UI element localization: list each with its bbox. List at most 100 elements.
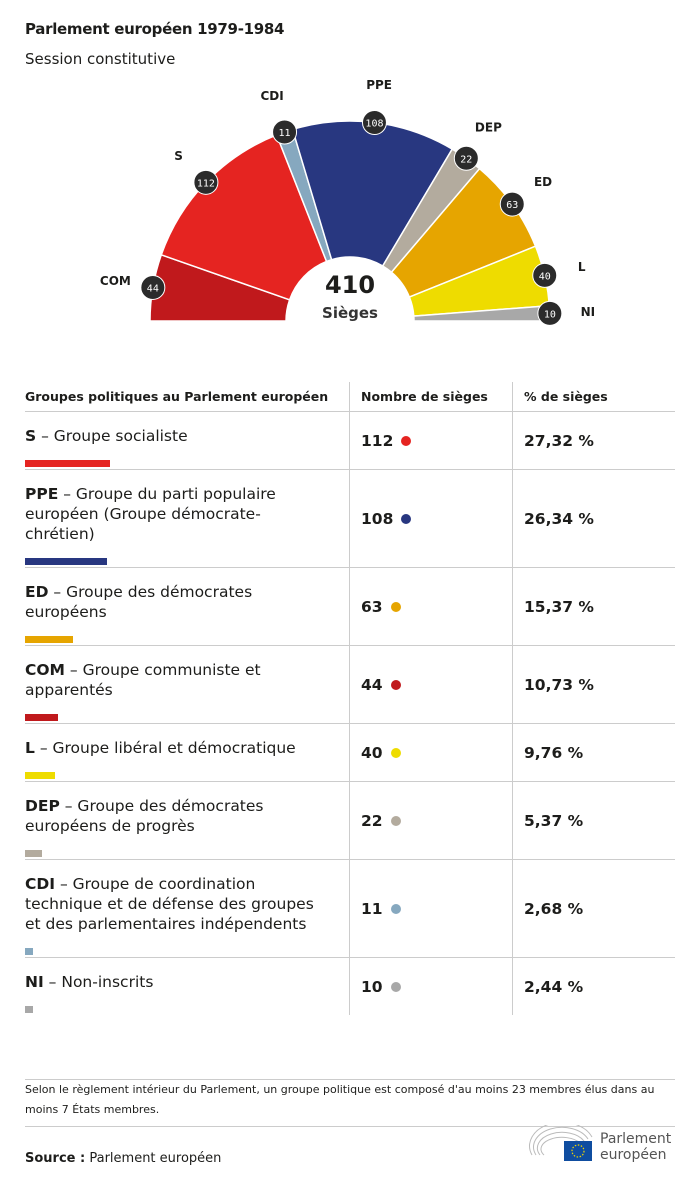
segment-s xyxy=(160,133,328,301)
seat-badge-value: 11 xyxy=(279,128,291,139)
group-abbr: CDI xyxy=(25,875,56,893)
seat-badge-value: 108 xyxy=(365,119,383,130)
seat-badge xyxy=(140,274,166,300)
group-abbr: L xyxy=(25,739,35,757)
logo-line-2: européen xyxy=(600,1147,667,1163)
seats-value: 63 xyxy=(361,597,383,616)
seat-bar xyxy=(25,460,110,467)
color-dot xyxy=(401,514,412,524)
seat-bar xyxy=(25,850,42,857)
hemicycle-logo-icon xyxy=(529,1121,593,1161)
table-row: ED – Groupe des démocrates européens 63 … xyxy=(25,567,675,646)
seats-cell: 63 xyxy=(349,567,513,646)
color-dot xyxy=(390,982,401,992)
group-abbr: PPE xyxy=(25,485,59,503)
seats-cell: 22 xyxy=(349,781,513,860)
seat-badge-value: 63 xyxy=(506,200,518,211)
group-cell: COM – Groupe communiste et apparentés xyxy=(25,645,350,724)
seats-value: 112 xyxy=(361,431,394,450)
group-name: – Non-inscrits xyxy=(43,973,154,991)
seat-bar xyxy=(25,636,73,643)
color-dot xyxy=(390,748,401,758)
footnote: Selon le règlement intérieur du Parlemen… xyxy=(25,1079,675,1127)
color-dot xyxy=(390,602,401,612)
seats-value: 10 xyxy=(361,977,383,996)
seats-value: 22 xyxy=(361,811,383,830)
segment-label: NI xyxy=(581,305,596,319)
color-dot xyxy=(390,680,401,690)
table-row: DEP – Groupe des démocrates européens de… xyxy=(25,781,675,860)
seat-bar xyxy=(25,1006,33,1013)
seat-badge xyxy=(272,119,298,145)
group-cell: ED – Groupe des démocrates européens xyxy=(25,567,350,646)
table-row: PPE – Groupe du parti populaire européen… xyxy=(25,469,675,568)
seat-bar xyxy=(25,558,107,565)
table-row: S – Groupe socialiste 112 27,32 % xyxy=(25,411,675,470)
logo-line-1: Parlement xyxy=(600,1131,672,1147)
table-header: Groupes politiques au Parlement européen… xyxy=(25,382,675,412)
source: Source : Parlement européen xyxy=(25,1151,221,1166)
group-abbr: DEP xyxy=(25,797,60,815)
group-name: – Groupe socialiste xyxy=(36,427,188,445)
color-dot xyxy=(390,816,401,826)
seat-badge xyxy=(361,110,387,136)
percent-cell: 5,37 % xyxy=(512,781,675,860)
seat-badge-value: 22 xyxy=(460,154,472,165)
percent-cell: 15,37 % xyxy=(512,567,675,646)
group-cell: PPE – Groupe du parti populaire européen… xyxy=(25,469,350,568)
group-cell: S – Groupe socialiste xyxy=(25,411,350,470)
groups-table: Groupes politiques au Parlement européen… xyxy=(25,382,675,1015)
source-label: Source : xyxy=(25,1151,86,1166)
group-cell: CDI – Groupe de coordination technique e… xyxy=(25,859,350,958)
segment-label: DEP xyxy=(475,120,502,134)
hemicycle-chart: 44 COM 112 S 11 CDI 108 PPE 22 DEP 63 ED 40 L 10 NI 410… xyxy=(100,80,596,326)
parliament-logo: Parlement européen xyxy=(528,1121,678,1165)
seat-badge-value: 44 xyxy=(147,283,159,294)
seat-badge-value: 40 xyxy=(539,271,551,282)
group-name: – Groupe du parti populaire européen (Gr… xyxy=(25,485,276,543)
group-name: – Groupe des démocrates européens xyxy=(25,583,253,621)
seats-value: 108 xyxy=(361,509,394,528)
segment-ppe xyxy=(291,120,454,268)
table-row: COM – Groupe communiste et apparentés 44… xyxy=(25,645,675,724)
group-cell: NI – Non-inscrits xyxy=(25,958,350,1016)
segment-label: CDI xyxy=(261,89,284,103)
group-abbr: S xyxy=(25,427,37,445)
seats-value: 40 xyxy=(361,743,383,762)
group-cell: L – Groupe libéral et démocratique xyxy=(25,723,350,782)
segment-label: COM xyxy=(100,274,131,288)
header-groups: Groupes politiques au Parlement européen xyxy=(25,382,350,412)
group-abbr: NI xyxy=(25,973,44,991)
seats-value: 11 xyxy=(361,899,383,918)
color-dot xyxy=(401,436,412,446)
group-abbr: COM xyxy=(25,661,65,679)
group-name: – Groupe communiste et apparentés xyxy=(25,661,261,699)
group-abbr: ED xyxy=(25,583,49,601)
seat-badge xyxy=(537,300,563,326)
color-dot xyxy=(390,904,401,914)
seat-bar xyxy=(25,772,55,779)
seat-bar xyxy=(25,948,33,955)
percent-cell: 2,68 % xyxy=(512,859,675,958)
seats-cell: 11 xyxy=(349,859,513,958)
seat-bar xyxy=(25,714,58,721)
seats-cell: 44 xyxy=(349,645,513,724)
group-cell: DEP – Groupe des démocrates européens de… xyxy=(25,781,350,860)
page-title: Parlement européen 1979-1984 xyxy=(25,20,285,38)
segment-label: PPE xyxy=(366,80,392,92)
table-row: CDI – Groupe de coordination technique e… xyxy=(25,859,675,958)
percent-cell: 2,44 % xyxy=(512,957,675,1015)
seat-badge-value: 112 xyxy=(197,178,215,189)
segment-label: L xyxy=(578,260,586,274)
group-name: – Groupe de coordination technique et de… xyxy=(25,875,314,933)
percent-cell: 10,73 % xyxy=(512,645,675,724)
seats-cell: 108 xyxy=(349,469,513,568)
group-name: – Groupe des démocrates européens de pro… xyxy=(25,797,264,835)
group-name: – Groupe libéral et démocratique xyxy=(34,739,296,757)
segment-label: ED xyxy=(534,175,552,189)
table-row: L – Groupe libéral et démocratique 40 9,… xyxy=(25,723,675,782)
seat-badge xyxy=(453,145,479,171)
table-row: NI – Non-inscrits 10 2,44 % xyxy=(25,957,675,1016)
seat-badge xyxy=(532,262,558,288)
